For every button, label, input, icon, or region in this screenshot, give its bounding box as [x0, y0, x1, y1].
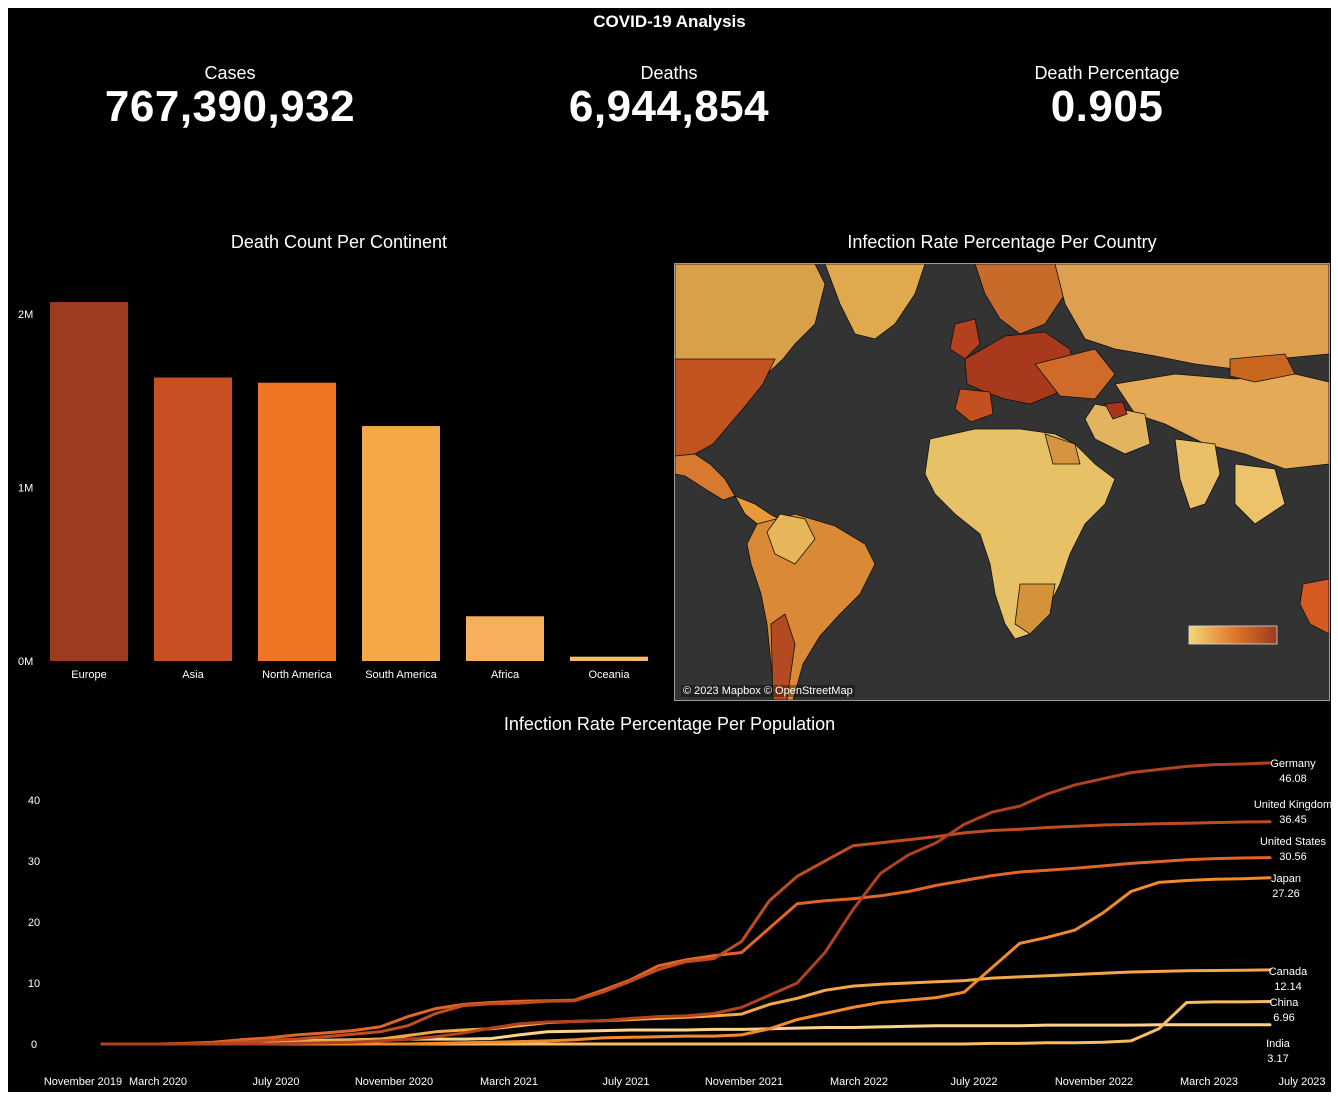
line-ytick-label: 10 [28, 978, 40, 990]
bar-chart-title: Death Count Per Continent [230, 232, 448, 252]
bar-north-america[interactable] [258, 382, 336, 661]
kpi-deaths-label: Deaths [640, 63, 698, 83]
line-xtick-label: November 2021 [705, 1076, 783, 1088]
bar-category-label: South America [365, 669, 437, 681]
series-end-value-label: 6.96 [1273, 1012, 1294, 1024]
line-xtick-label: November 2022 [1055, 1076, 1133, 1088]
land-eastern-europe [1034, 348, 1116, 400]
land-uk [949, 318, 981, 360]
series-line-germany[interactable] [100, 761, 1272, 1046]
map-title: Infection Rate Percentage Per Country [847, 232, 1157, 252]
world-map-graphic [675, 264, 1329, 700]
series-line-united-states[interactable] [100, 856, 1272, 1046]
kpi-cases-label: Cases [204, 63, 256, 83]
land-mexico [675, 453, 736, 501]
line-chart-title: Infection Rate Percentage Per Population [503, 714, 836, 734]
series-name-label: Canada [1269, 966, 1308, 978]
kpi-deaths: Deaths 6,944,854 [449, 62, 889, 130]
death-count-bar-chart: 0M 1M 2M Europe Asia North America South Ameri… [18, 302, 648, 681]
infection-rate-line-chart: 0 10 20 30 40 November 2019 March 2020 July 202… [28, 758, 1331, 1088]
bar-ytick-label: 1M [18, 483, 33, 495]
series-end-value-label: 30.56 [1279, 851, 1307, 863]
kpi-death-percentage-value: 0.905 [1050, 82, 1164, 131]
line-xtick-label: November 2020 [355, 1076, 433, 1088]
line-xtick-label: July 2022 [950, 1076, 997, 1088]
bar-asia[interactable] [154, 377, 232, 662]
series-end-value-label: 12.14 [1274, 981, 1302, 993]
kpi-death-percentage-label: Death Percentage [1034, 63, 1180, 83]
series-end-value-label: 3.17 [1267, 1053, 1288, 1065]
series-name-label: Germany [1270, 758, 1316, 770]
land-egypt [1044, 433, 1081, 465]
line-ytick-label: 20 [28, 917, 40, 929]
bar-oceania[interactable] [570, 656, 648, 661]
bar-europe[interactable] [50, 302, 128, 661]
infection-rate-map[interactable]: © 2023 Mapbox © OpenStreetMap [674, 263, 1330, 701]
line-xtick-label: March 2023 [1180, 1076, 1238, 1088]
kpi-death-percentage: Death Percentage 0.905 [887, 62, 1327, 130]
kpi-cases-value: 767,390,932 [104, 82, 356, 131]
series-name-label: China [1270, 997, 1300, 1009]
land-middle-east [1084, 403, 1151, 455]
line-ytick-label: 0 [31, 1039, 37, 1051]
land-russia [1054, 264, 1329, 370]
land-china-central-asia [1114, 373, 1329, 470]
line-xtick-label: March 2022 [830, 1076, 888, 1088]
map-credit[interactable]: © 2023 Mapbox © OpenStreetMap [681, 685, 855, 697]
series-line-united-kingdom[interactable] [100, 820, 1272, 1046]
series-name-label: United Kingdom [1254, 799, 1331, 811]
bar-category-label: Oceania [589, 669, 631, 681]
dashboard: COVID-19 Analysis Cases 767,390,932 Deat… [8, 8, 1331, 1092]
bar-category-label: Asia [182, 669, 204, 681]
bar-category-label: North America [262, 669, 333, 681]
bar-ytick-label: 0M [18, 656, 33, 668]
line-xtick-label: July 2023 [1278, 1076, 1325, 1088]
line-ytick-label: 30 [28, 856, 40, 868]
map-color-legend [1188, 625, 1278, 645]
bar-category-label: Africa [491, 669, 520, 681]
bar-category-label: Europe [71, 669, 106, 681]
line-xtick-label: July 2020 [252, 1076, 299, 1088]
land-south-africa [1014, 583, 1056, 635]
kpi-cases: Cases 767,390,932 [10, 62, 450, 130]
series-end-value-label: 27.26 [1272, 888, 1300, 900]
series-end-value-label: 36.45 [1279, 814, 1307, 826]
bar-ytick-label: 2M [18, 309, 33, 321]
land-australia [1299, 578, 1329, 635]
land-chile-argentina [770, 613, 796, 700]
line-xtick-label: March 2020 [129, 1076, 187, 1088]
land-turkey [1104, 401, 1128, 420]
land-iberia [954, 388, 994, 423]
dashboard-title: COVID-19 Analysis [593, 12, 746, 31]
land-colombia-venezuela [766, 513, 816, 565]
kpi-deaths-value: 6,944,854 [568, 82, 770, 131]
line-ytick-label: 40 [28, 795, 40, 807]
land-greenland [824, 264, 926, 340]
land-western-europe [964, 331, 1076, 405]
land-india [1174, 438, 1221, 510]
series-end-value-label: 46.08 [1279, 773, 1307, 785]
land-southeast-asia [1234, 463, 1286, 525]
bar-south-america[interactable] [362, 426, 440, 661]
series-line-canada[interactable] [100, 968, 1272, 1046]
line-xtick-label: July 2021 [602, 1076, 649, 1088]
series-name-label: United States [1260, 836, 1327, 848]
line-xtick-label: November 2019 [44, 1076, 122, 1088]
bar-africa[interactable] [466, 616, 544, 661]
series-name-label: India [1266, 1038, 1291, 1050]
series-name-label: Japan [1271, 873, 1301, 885]
line-xtick-label: March 2021 [480, 1076, 538, 1088]
land-mongolia [1229, 353, 1296, 383]
